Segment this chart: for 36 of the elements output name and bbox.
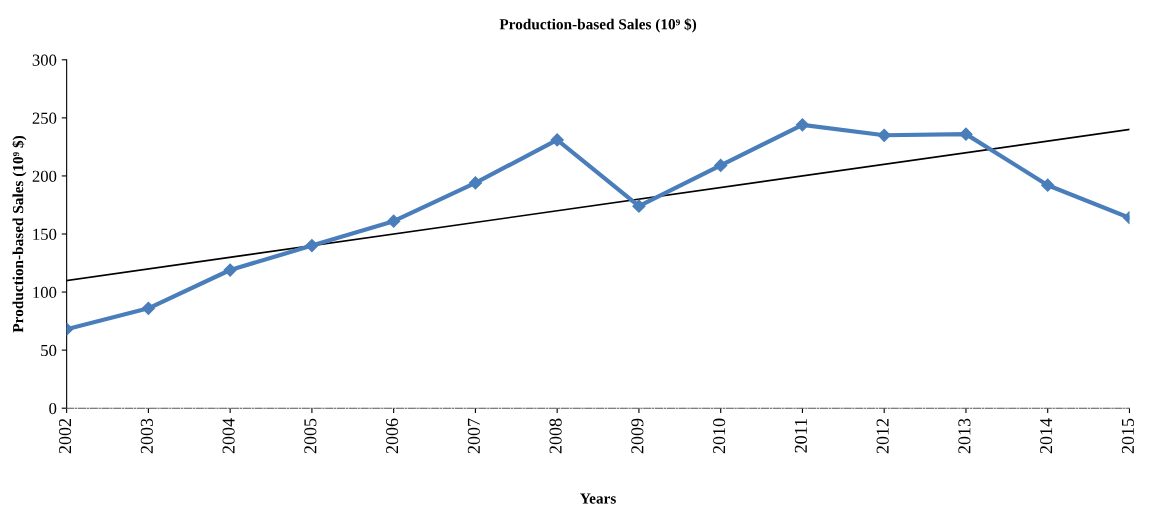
chart-title: Production-based Sales (10⁹ $) — [499, 18, 697, 33]
x-tick-label: 2008 — [549, 418, 562, 454]
point — [223, 263, 237, 277]
x-axis-title: Years — [580, 493, 616, 504]
x-tick-label: 2002 — [58, 418, 72, 454]
x-tick-label: 2010 — [713, 418, 726, 454]
point — [387, 214, 401, 228]
y-tick-label: 150 — [33, 228, 57, 240]
point — [959, 127, 973, 141]
point — [877, 128, 891, 142]
point — [632, 199, 646, 213]
point — [795, 118, 810, 132]
y-tick-label: 50 — [41, 344, 57, 357]
point — [468, 176, 483, 190]
point — [714, 158, 728, 173]
y-tick-label: 0 — [49, 402, 57, 415]
x-tick-label: 2007 — [467, 418, 480, 454]
y-tick-label: 100 — [33, 286, 57, 299]
y-tick-label: 250 — [32, 112, 57, 124]
y-axis-title: Production-based Sales (10⁹ $) — [12, 135, 27, 333]
x-tick-label: 2014 — [1040, 418, 1053, 454]
x-tick-label: 2013 — [958, 418, 971, 454]
x-tick-label: 2009 — [631, 418, 644, 454]
x-tick-label: 2015 — [1121, 418, 1134, 454]
x-tick-label: 2012 — [876, 418, 889, 454]
y-tick-label: 200 — [32, 170, 57, 182]
x-tick-label: 2003 — [140, 418, 153, 454]
x-tick-label: 2011 — [794, 419, 807, 453]
x-tick-label: 2004 — [222, 418, 235, 454]
x-tick-label: 2006 — [386, 418, 399, 454]
point — [550, 133, 564, 147]
point — [1041, 178, 1055, 192]
y-tick-label: 300 — [32, 54, 57, 66]
point — [305, 239, 319, 253]
point — [141, 301, 155, 315]
x-tick-label: 2005 — [304, 418, 317, 454]
